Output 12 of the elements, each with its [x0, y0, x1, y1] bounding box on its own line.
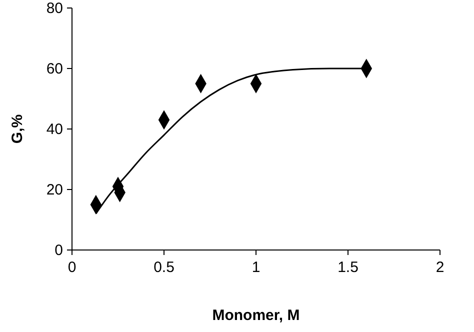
x-tick-label: 0.5 [154, 259, 174, 276]
x-axis-title: Monomer, M [212, 307, 300, 324]
y-tick-label: 80 [46, 0, 63, 17]
x-tick-label: 1.5 [338, 259, 358, 276]
x-tick-label: 1 [252, 259, 260, 276]
y-tick-label: 20 [46, 182, 63, 198]
y-axis-title: G,% [9, 114, 26, 144]
y-tick-label: 0 [54, 242, 63, 259]
y-tick-label: 40 [46, 121, 63, 138]
x-tick-label: 2 [436, 259, 444, 276]
x-tick-label: 0 [68, 259, 76, 276]
y-tick-label: 60 [46, 60, 63, 78]
